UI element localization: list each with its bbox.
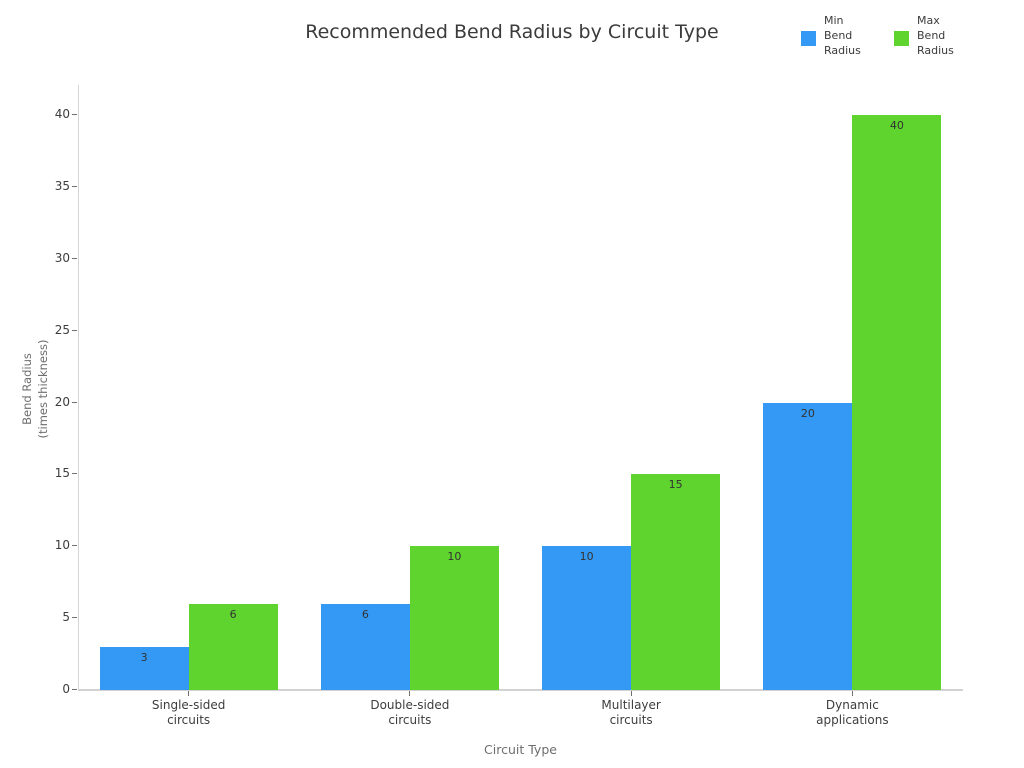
y-tick-mark xyxy=(72,114,77,115)
y-tick-mark xyxy=(72,257,77,259)
x-tick-mark xyxy=(630,691,632,696)
y-axis-line xyxy=(78,85,79,690)
x-tick-mark xyxy=(851,691,853,696)
x-tick-mark xyxy=(188,691,190,696)
x-tick-label: Double-sided circuits xyxy=(370,698,450,727)
x-tick-mark xyxy=(409,691,411,696)
bar-value-label: 10 xyxy=(447,550,462,564)
legend-swatch-min-icon xyxy=(801,31,816,46)
bar-max-bend-radius[interactable]: 6 xyxy=(188,603,278,690)
bar-value-label: 20 xyxy=(800,406,815,420)
y-tick-label: 15 xyxy=(54,466,70,481)
y-tick-mark xyxy=(72,545,77,547)
legend-label-min: Min Bend Radius xyxy=(824,14,861,57)
x-tick-label: Dynamic applications xyxy=(816,698,889,727)
x-tick-label: Multilayer circuits xyxy=(601,698,661,727)
y-tick-label: 35 xyxy=(54,178,70,193)
y-tick-mark xyxy=(72,185,77,187)
bar-min-bend-radius[interactable]: 10 xyxy=(542,546,632,690)
bar-max-bend-radius[interactable]: 40 xyxy=(852,115,942,690)
y-tick-mark xyxy=(72,473,77,475)
legend-item-min-bend-radius[interactable]: Min Bend Radius xyxy=(801,13,870,58)
legend-label-max: Max Bend Radius xyxy=(917,14,954,57)
bar-value-label: 15 xyxy=(668,478,683,492)
legend-item-max-bend-radius[interactable]: Max Bend Radius xyxy=(894,13,963,58)
bar-value-label: 6 xyxy=(229,607,237,621)
y-tick-label: 20 xyxy=(54,394,70,409)
bar-value-label: 6 xyxy=(361,607,369,621)
legend-swatch-max-icon xyxy=(894,31,909,46)
y-tick-label: 10 xyxy=(54,538,70,553)
y-tick-label: 30 xyxy=(54,250,70,265)
x-axis-title: Circuit Type xyxy=(484,742,557,757)
bar-min-bend-radius[interactable]: 20 xyxy=(763,402,853,690)
x-axis-line xyxy=(78,689,963,691)
legend: Min Bend Radius Max Bend Radius xyxy=(801,13,963,58)
y-tick-mark xyxy=(72,617,77,619)
chart-title: Recommended Bend Radius by Circuit Type xyxy=(305,21,719,43)
x-tick-label: Single-sided circuits xyxy=(151,698,226,727)
y-tick-label: 40 xyxy=(54,107,70,121)
bar-value-label: 3 xyxy=(140,650,148,664)
y-tick-mark xyxy=(72,689,77,690)
plot-area: 0 5 10 15 20 25 30 35 40 Single-sided circuits 3 6 D… xyxy=(55,85,963,727)
y-tick-mark xyxy=(72,401,77,403)
bar-min-bend-radius[interactable]: 6 xyxy=(320,603,410,690)
bar-value-label: 40 xyxy=(889,119,904,132)
bar-max-bend-radius[interactable]: 15 xyxy=(631,474,721,690)
bar-min-bend-radius[interactable]: 3 xyxy=(99,646,189,690)
y-tick-label: 0 xyxy=(62,682,70,696)
y-tick-label: 25 xyxy=(54,322,70,337)
bar-max-bend-radius[interactable]: 10 xyxy=(409,546,499,690)
y-tick-label: 5 xyxy=(62,610,70,625)
bar-value-label: 10 xyxy=(579,550,594,564)
y-tick-mark xyxy=(72,329,77,331)
